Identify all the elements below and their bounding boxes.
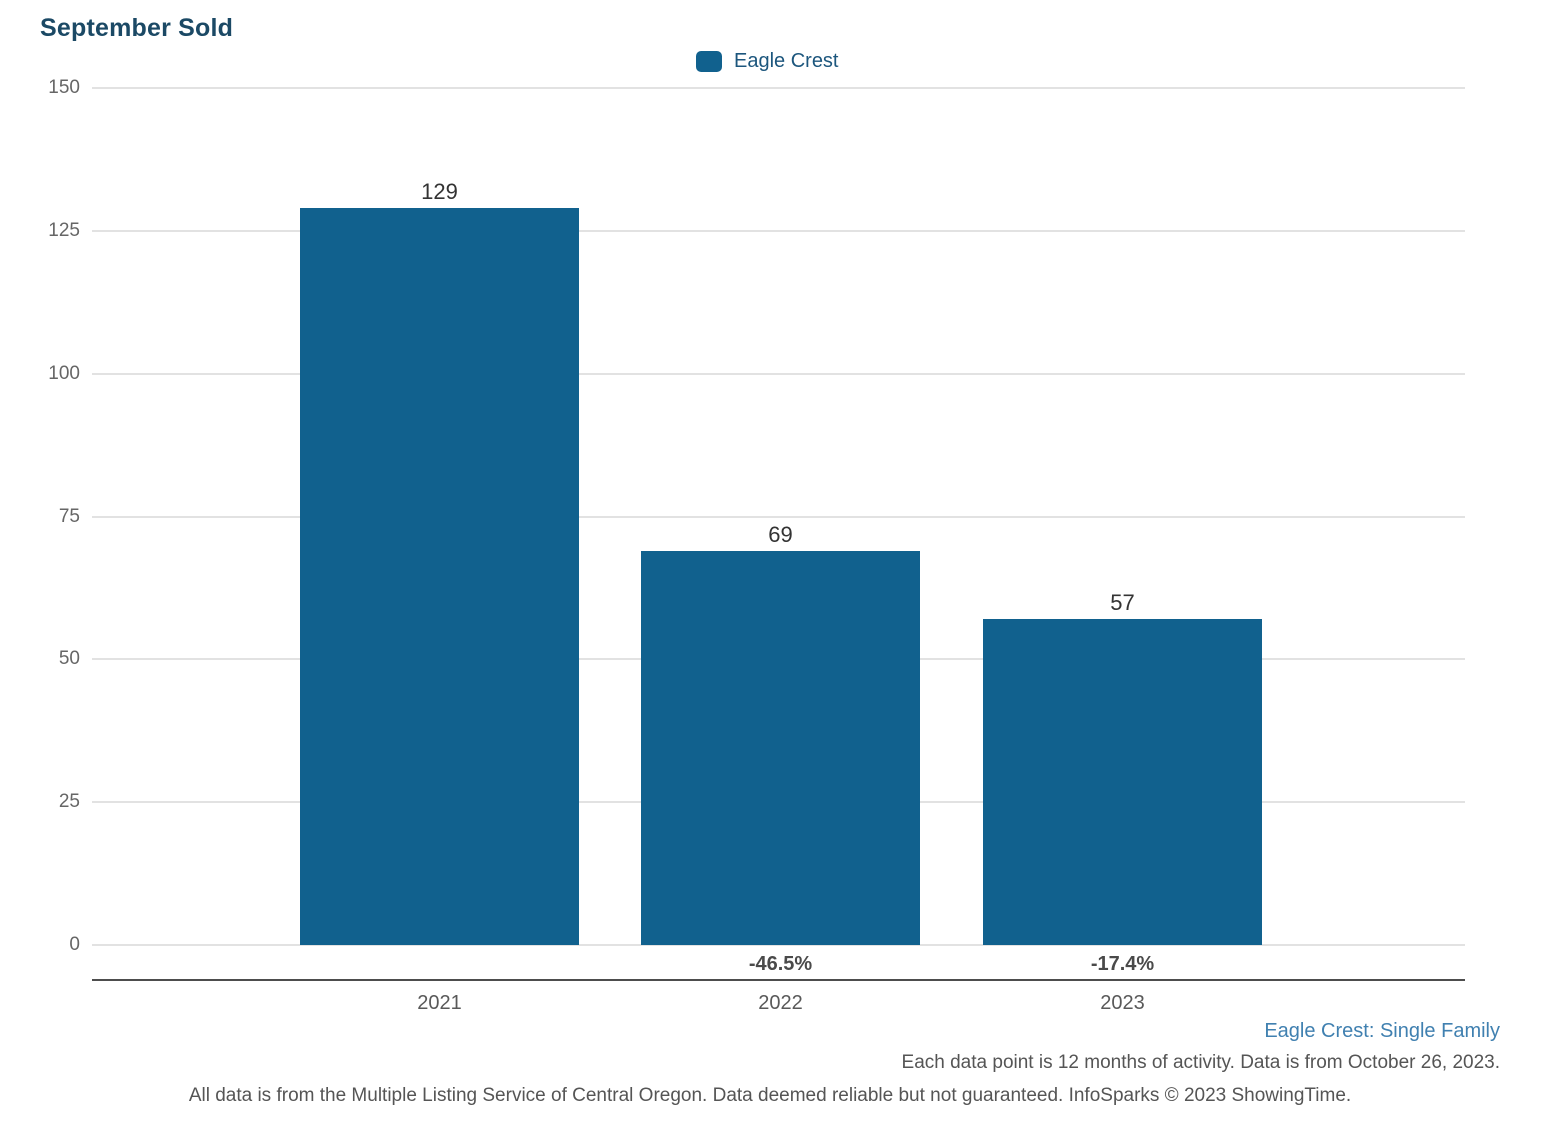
y-tick-label-25: 25: [58, 791, 80, 813]
data-note-label: Each data point is 12 months of activity…: [901, 1052, 1500, 1073]
series-context-label: Eagle Crest: Single Family: [1264, 1020, 1500, 1042]
change-label-2022: -46.5%: [748, 953, 813, 975]
bar-value-label-2023: 57: [1110, 590, 1135, 616]
gridline-y0: [92, 944, 1465, 946]
chart-title: September Sold: [40, 14, 234, 42]
legend-item-eagle-crest[interactable]: Eagle Crest: [696, 50, 839, 73]
legend-swatch-icon: [696, 51, 722, 72]
bar-2022[interactable]: [641, 550, 920, 945]
legend-label: Eagle Crest: [734, 50, 839, 72]
x-axis-label-2021: 2021: [417, 992, 462, 1014]
bar-2021[interactable]: [300, 207, 579, 945]
y-tick-label-75: 75: [58, 505, 80, 527]
disclaimer-label: All data is from the Multiple Listing Se…: [188, 1085, 1352, 1106]
change-label-2023: -17.4%: [1090, 953, 1155, 975]
x-axis-label-2023: 2023: [1100, 992, 1145, 1014]
y-tick-label-50: 50: [58, 648, 80, 670]
gridline-y150: [92, 87, 1465, 89]
y-tick-label-0: 0: [69, 934, 80, 955]
x-axis-line: [92, 979, 1465, 981]
gridline-y125: [92, 229, 1465, 232]
y-tick-label-125: 125: [48, 219, 80, 241]
gridline-y75: [92, 515, 1465, 518]
bar-2023[interactable]: [983, 619, 1262, 945]
bar-value-label-2022: 69: [768, 521, 793, 547]
gridline-y100: [92, 372, 1465, 375]
bar-value-label-2021: 129: [421, 178, 458, 204]
x-axis-label-2022: 2022: [758, 992, 803, 1014]
y-tick-label-100: 100: [48, 362, 80, 384]
y-tick-label-150: 150: [48, 77, 80, 98]
